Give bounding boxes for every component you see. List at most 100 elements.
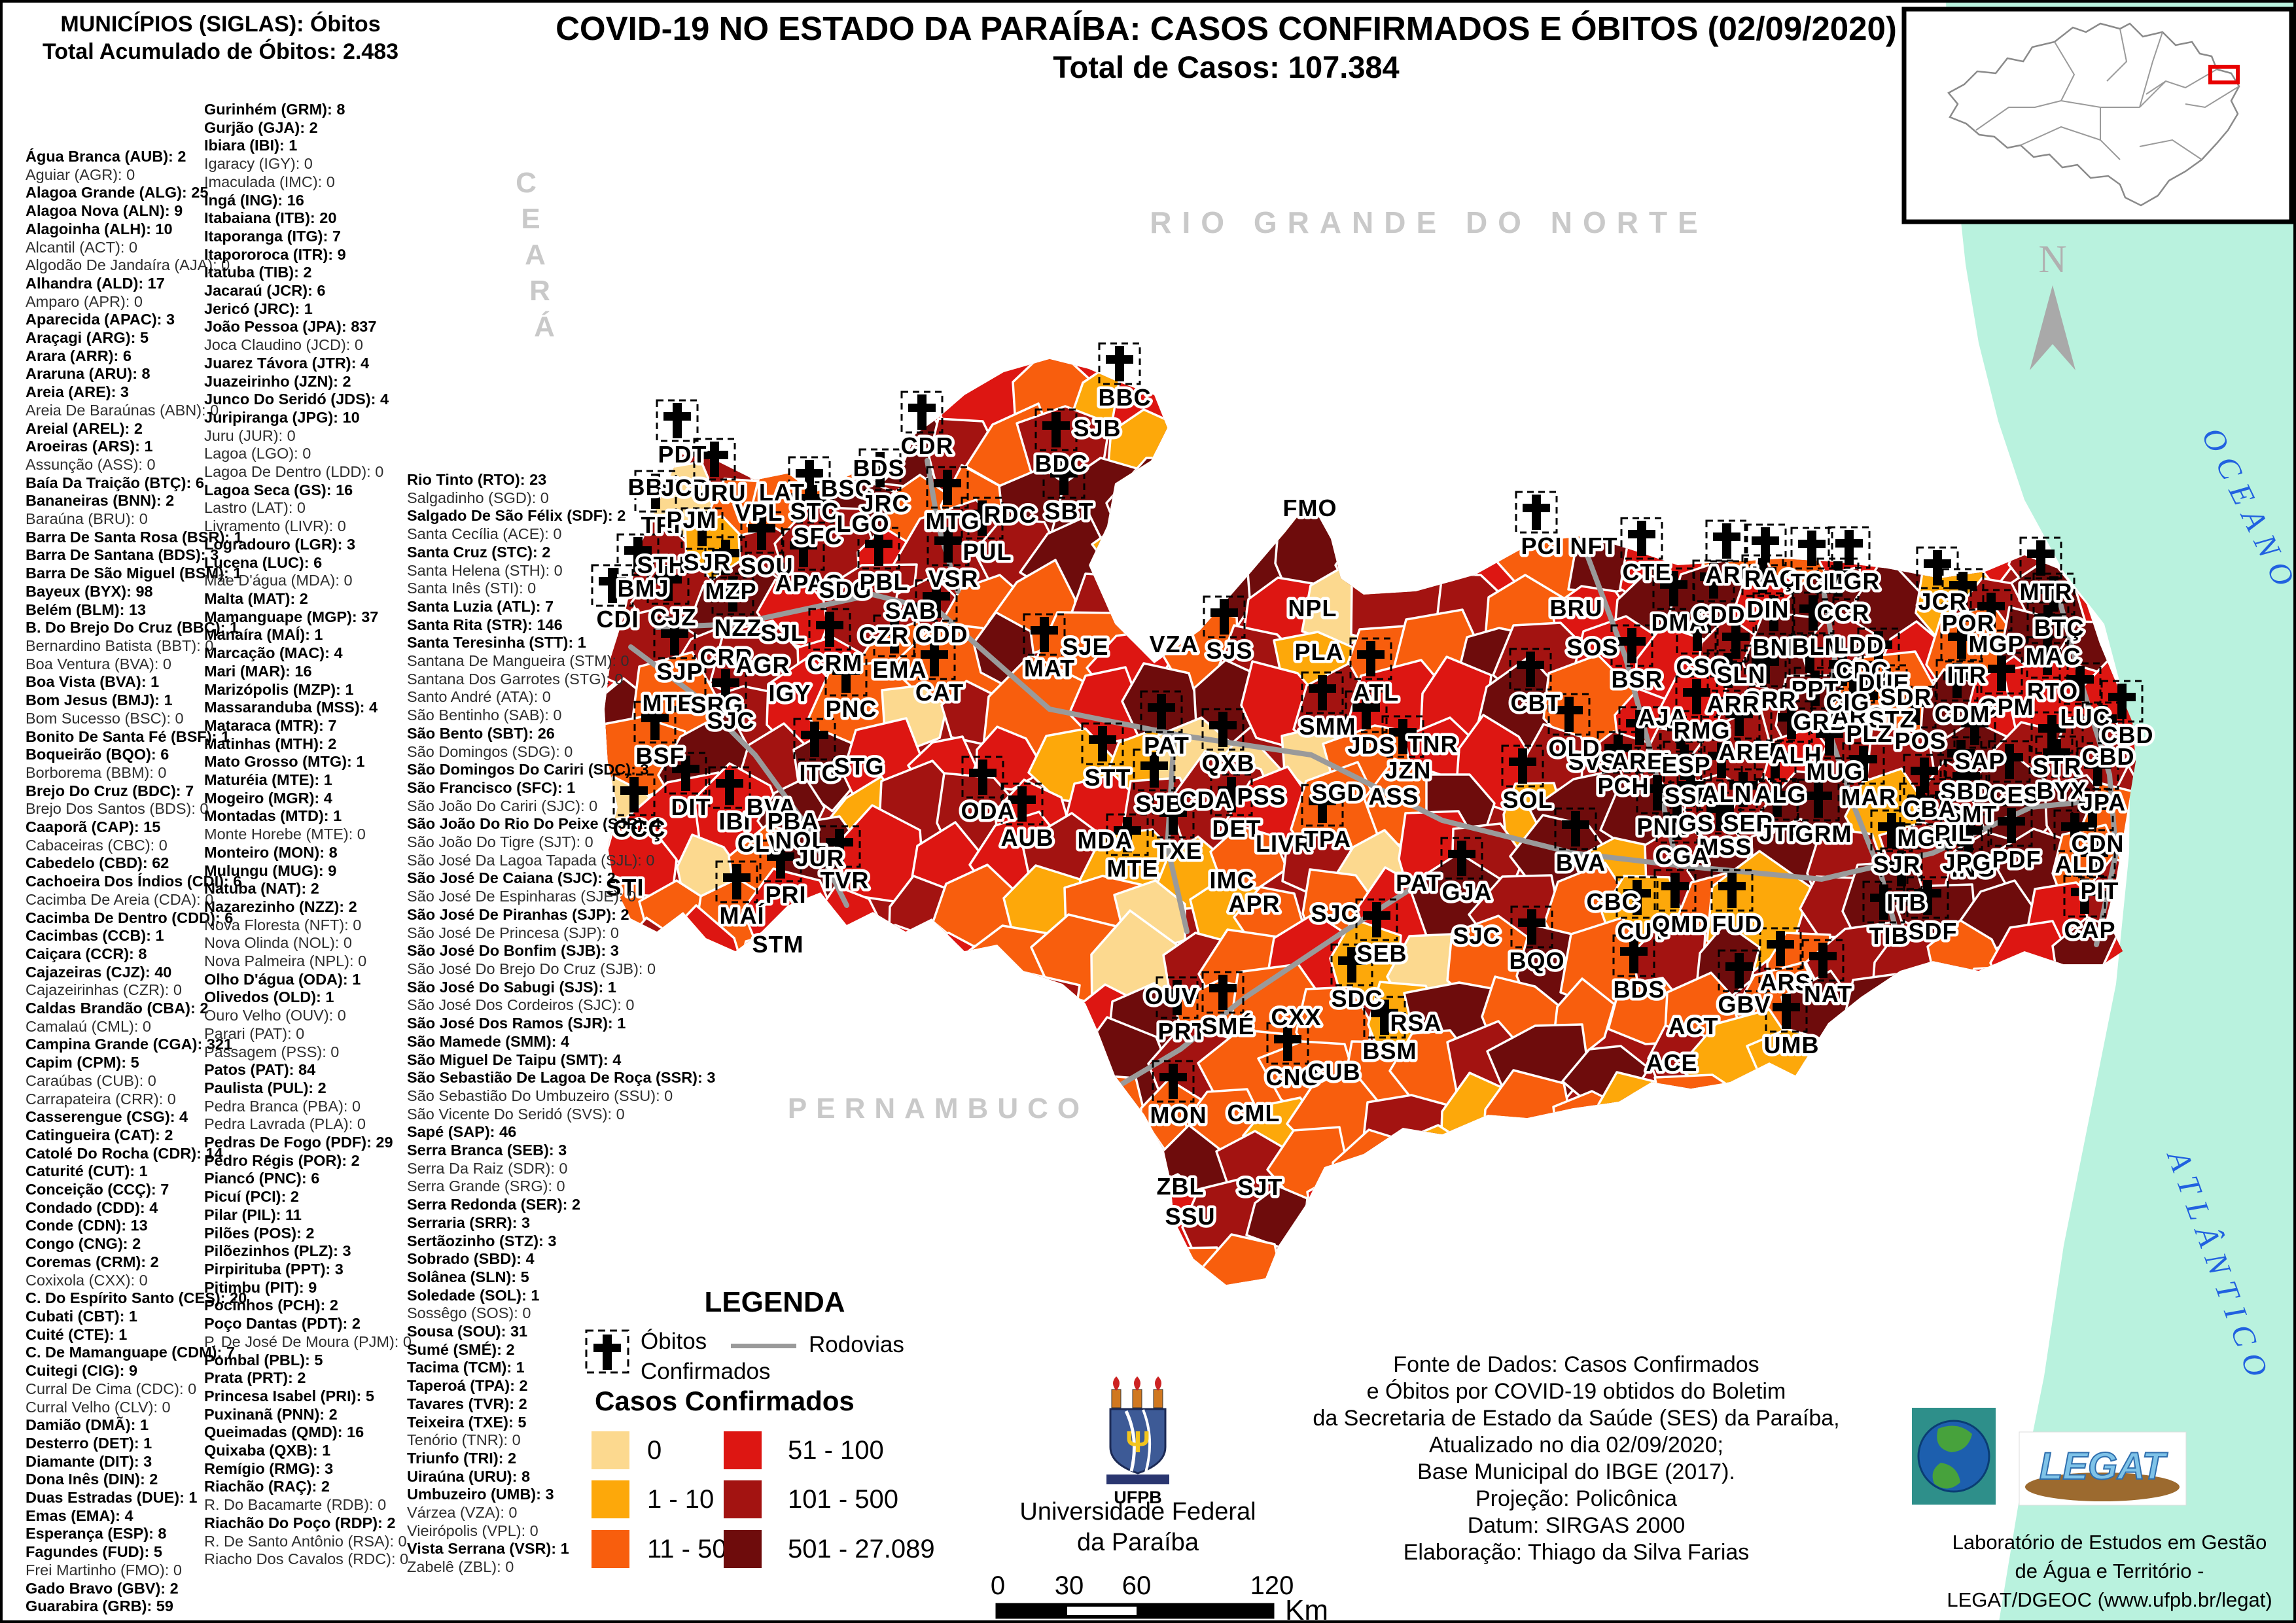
municipality-entry: São José Do Sabugi (SJS): 1 <box>407 978 616 996</box>
municipality-entry: Alcantil (ACT): 0 <box>26 238 138 256</box>
municipality-entry: Barra De Santa Rosa (BSR): 1 <box>26 528 243 546</box>
legend-class-label: 1 - 10 <box>647 1485 715 1514</box>
municipality-code-label: MAÍ <box>720 902 765 929</box>
municipality-column-1: Água Branca (AUB): 2 Aguiar (AGR): 0 Alago… <box>26 148 247 1616</box>
municipality-entry: Congo (CNG): 2 <box>26 1235 141 1253</box>
legend-swatch <box>724 1530 762 1568</box>
municipality-entry: Pedro Régis (POR): 2 <box>204 1151 360 1169</box>
legend-class-label: 0 <box>647 1436 662 1465</box>
municipality-entry: Jericó (JRC): 1 <box>204 300 313 317</box>
municipality-entry: R. Do Bacamarte (RDB): 0 <box>204 1496 387 1514</box>
municipality-entry: Juarez Távora (JTR): 4 <box>204 354 370 372</box>
death-cross-icon <box>2063 875 2106 918</box>
municipality-code-label: SMT <box>1946 801 1998 828</box>
municipality-code-label: RTO <box>2027 678 2078 705</box>
municipality-code-label: STR <box>2033 753 2082 780</box>
municipality-code-label: ESP <box>1661 752 1710 778</box>
municipality-code-label: PAT <box>1396 869 1441 896</box>
municipality-entry: Condado (CDD): 4 <box>26 1198 158 1216</box>
municipality-code-label: BSM <box>1363 1038 1417 1064</box>
municipality-code-label: CDI <box>597 606 639 633</box>
municipality-code-label: SFC <box>794 523 843 550</box>
death-cross-icon <box>1266 1022 1309 1065</box>
municipality-entry: Pitimbu (PIT): 9 <box>204 1278 317 1296</box>
list-header-line1: MUNICÍPIOS (SIGLAS): Óbitos <box>60 12 381 37</box>
municipality-code-label: LUC <box>2060 704 2111 731</box>
municipality-code-label: DIN <box>1747 596 1790 623</box>
death-cross-icon <box>793 718 836 761</box>
municipality-code-label: ARU <box>1706 561 1759 588</box>
municipality-entry: Soledade (SOL): 1 <box>407 1286 540 1304</box>
municipality-entry: Pilões (POS): 2 <box>204 1224 315 1242</box>
municipality-code-label: ATL <box>1353 679 1399 706</box>
municipality-code-label: SBD <box>1940 778 1992 805</box>
municipality-entry: Bananeiras (BNN): 2 <box>26 492 175 510</box>
municipality-code-label: IGY <box>768 680 811 707</box>
municipality-code-label: CDA <box>1180 786 1233 813</box>
death-cross-icon <box>1440 837 1483 880</box>
neighbor-state-label: PERNAMBUCO <box>788 1092 1089 1125</box>
scale-unit-label: Km <box>1285 1594 1328 1623</box>
death-cross-icon <box>1797 778 1840 822</box>
municipality-code-label: DIT <box>671 794 711 820</box>
death-cross-icon <box>1857 627 1900 671</box>
municipality-code-label: PBA <box>767 808 819 835</box>
municipality-code-label: IMC <box>1210 867 1255 894</box>
municipality-entry: São Miguel De Taipu (SMT): 4 <box>407 1051 622 1068</box>
death-cross-icon <box>704 536 747 579</box>
municipality-entry: Esperança (ESP): 8 <box>26 1525 167 1543</box>
municipality-code-label: CML <box>1227 1100 1280 1126</box>
municipality-code-label: ITR <box>1947 661 1987 688</box>
municipality-entry: Cacimbas (CCB): 1 <box>26 927 164 945</box>
municipality-code-label: PPT <box>1791 676 1839 703</box>
municipality-code-label: MON <box>1150 1102 1207 1128</box>
death-cross-icon <box>1801 939 1845 982</box>
municipality-entry: Uiraúna (URU): 8 <box>407 1467 531 1485</box>
legat-caption: Laboratório de Estudos em Gestão de Água … <box>1933 1528 2286 1614</box>
death-cross-icon <box>915 579 958 622</box>
municipality-code-label: MDA <box>1078 827 1133 854</box>
municipality-code-label: MGP <box>1968 631 2024 657</box>
dgeoc-logo <box>1912 1408 1996 1505</box>
municipality-entry: São José Dos Ramos (SJR): 1 <box>407 1015 626 1032</box>
municipality-code-label: BSC <box>821 475 872 502</box>
municipality-entry: Matinhas (MTH): 2 <box>204 735 337 752</box>
municipality-code-label: POS <box>1894 727 1946 754</box>
legat-logo-text: LEGAT <box>2040 1445 2168 1488</box>
death-cross-icon <box>1330 943 1373 986</box>
municipality-code-label: GS <box>1678 810 1714 837</box>
municipality-entry: Duas Estradas (DUE): 1 <box>26 1489 198 1507</box>
municipality-entry: Camalaú (CML): 0 <box>26 1017 151 1035</box>
municipality-entry: Alagoa Grande (ALG): 25 <box>26 184 209 201</box>
death-cross-icon <box>1363 996 1406 1039</box>
municipality-entry: Araruna (ARU): 8 <box>26 365 150 383</box>
municipality-entry: Coxixola (CXX): 0 <box>26 1271 148 1289</box>
municipality-code-label: STM <box>752 931 804 958</box>
municipality-entry: Mamanguape (MGP): 37 <box>204 608 379 625</box>
municipality-code-label: TPA <box>1304 826 1351 852</box>
death-cross-icon <box>1843 678 1886 722</box>
municipality-code-label: ASS <box>1368 783 1419 810</box>
municipality-code-label: TIB <box>1869 922 1909 949</box>
death-cross-icon <box>808 608 851 651</box>
municipality-entry: Bom Jesus (BMJ): 1 <box>26 691 173 709</box>
municipality-code-label: ALN <box>1702 780 1752 807</box>
road-line <box>1583 550 1680 869</box>
municipality-entry: Bayeux (BYX): 98 <box>26 582 153 600</box>
municipality-code-label: CAT <box>915 679 964 706</box>
municipality-entry: Triunfo (TRI): 2 <box>407 1449 517 1467</box>
municipality-code-label: CBT <box>1511 689 1561 716</box>
municipality-entry: Capim (CPM): 5 <box>26 1054 139 1072</box>
municipality-code-label: IBI <box>718 808 751 835</box>
municipality-code-label: CBC <box>1587 888 1640 915</box>
municipality-code-label: RMG <box>1674 717 1731 744</box>
death-cross-icon <box>1756 778 1799 821</box>
municipality-code-label: AUB <box>1001 824 1054 851</box>
municipality-code-label: CAP <box>2064 916 2115 943</box>
municipality-entry: Santa Cecília (ACE): 0 <box>407 525 562 543</box>
death-cross-icon <box>1152 795 1195 839</box>
death-cross-icon <box>1862 881 1905 924</box>
neighbor-state-label: A <box>525 239 546 271</box>
municipality-code-label: TXE <box>1154 837 1202 864</box>
list-header: MUNICÍPIOS (SIGLAS): Óbitos Total Acumul… <box>8 10 433 65</box>
